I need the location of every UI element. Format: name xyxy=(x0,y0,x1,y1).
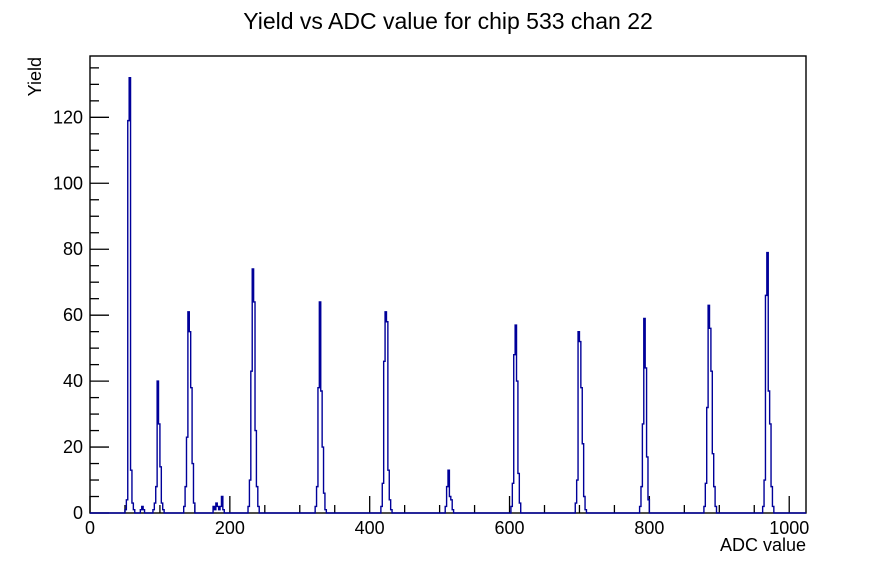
y-tick-label: 100 xyxy=(53,173,83,193)
x-tick-label: 600 xyxy=(495,518,525,538)
x-tick-label: 800 xyxy=(634,518,664,538)
y-tick-label: 40 xyxy=(63,371,83,391)
axis-ticks xyxy=(89,67,790,514)
chart-title: Yield vs ADC value for chip 533 chan 22 xyxy=(243,8,653,34)
x-axis-title: ADC value xyxy=(720,535,806,555)
x-tick-label: 0 xyxy=(85,518,95,538)
y-tick-label: 20 xyxy=(63,437,83,457)
y-tick-label: 120 xyxy=(53,107,83,127)
y-axis-title: Yield xyxy=(25,57,45,96)
yield-histogram-line xyxy=(90,77,806,514)
histogram-series xyxy=(90,77,806,514)
y-tick-label: 60 xyxy=(63,305,83,325)
x-tick-label: 400 xyxy=(355,518,385,538)
axis-tick-labels: 0 200 400 600 800 1000 0 20 40 60 80 100 120 xyxy=(53,107,809,538)
x-tick-label: 1000 xyxy=(769,518,809,538)
plot-frame xyxy=(89,55,807,514)
x-tick-label: 200 xyxy=(215,518,245,538)
y-tick-label: 80 xyxy=(63,239,83,259)
y-tick-label: 0 xyxy=(73,503,83,523)
